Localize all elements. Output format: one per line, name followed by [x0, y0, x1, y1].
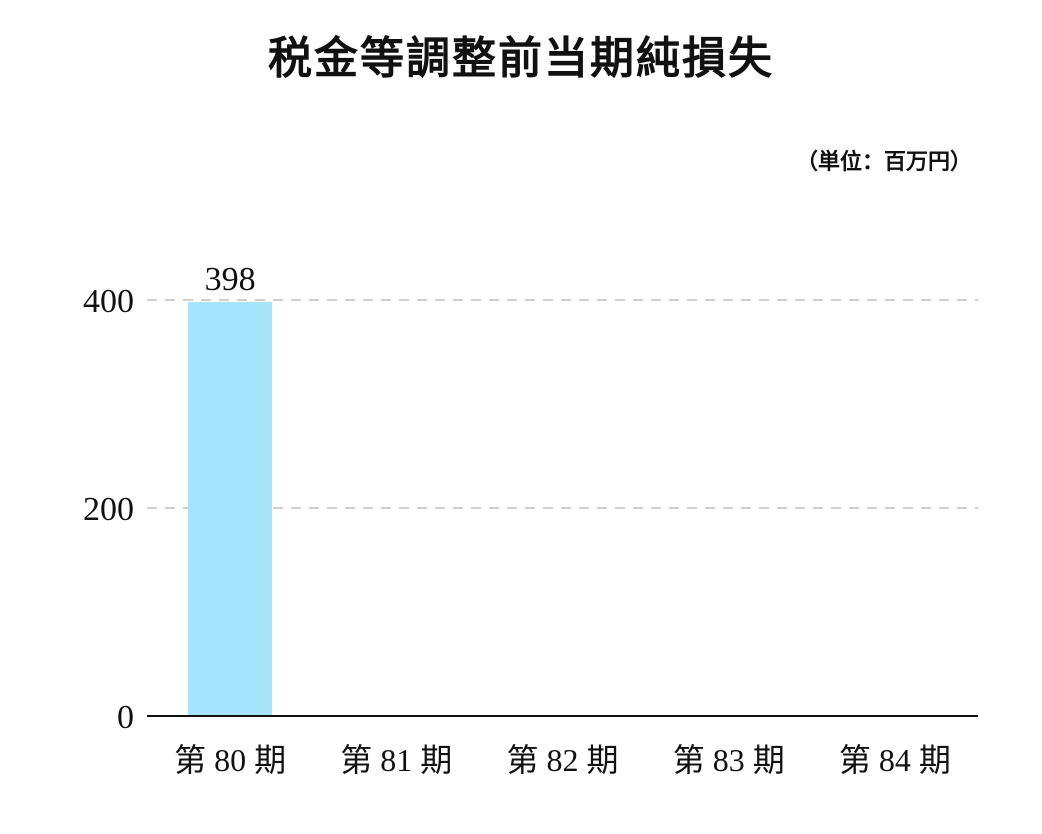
x-tick-label: 第 82 期: [506, 742, 618, 778]
x-tick-label: 第 83 期: [673, 742, 785, 778]
unit-label: （単位：百万円）: [795, 149, 972, 175]
x-tick-label: 第 80 期: [174, 742, 286, 778]
y-tick-label: 400: [83, 283, 134, 320]
data-label: 398: [205, 261, 256, 298]
y-tick-label: 0: [117, 699, 134, 736]
y-tick-label: 200: [83, 491, 134, 528]
x-tick-label: 第 81 期: [340, 742, 452, 778]
bar: [188, 302, 273, 716]
x-tick-label: 第 84 期: [839, 742, 951, 778]
chart-title: 税金等調整前当期純損失: [268, 33, 774, 84]
